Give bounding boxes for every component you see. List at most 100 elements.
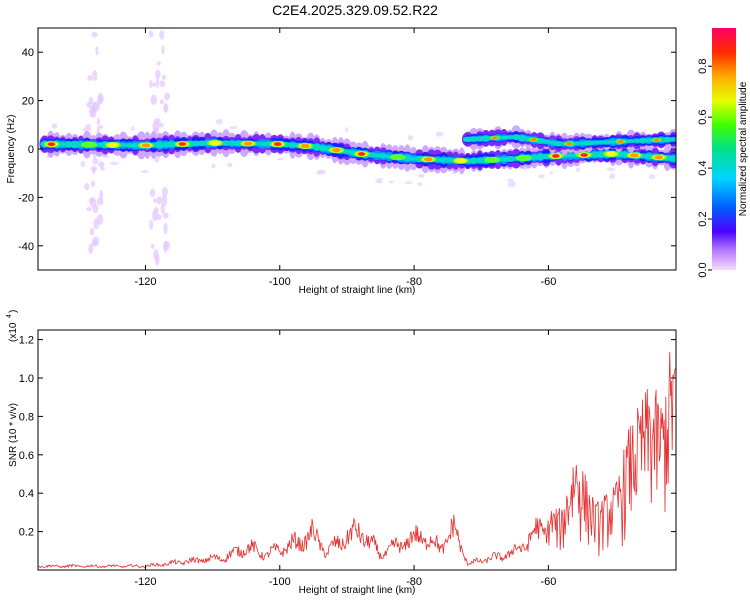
noise-speckle: [407, 135, 414, 141]
x-tick-label: -60: [540, 276, 556, 288]
ridge-peak: [331, 148, 341, 153]
noise-speckle: [96, 117, 100, 126]
noise-speckle: [86, 102, 92, 108]
noise-speckle: [84, 182, 90, 191]
snr-x-axis-label: Height of straight line (km): [299, 585, 416, 596]
noise-speckle: [435, 131, 444, 137]
ridge-peak: [654, 155, 664, 160]
ridge-peak: [106, 142, 119, 148]
ridge-peak: [209, 140, 222, 146]
ridge-peak: [81, 141, 98, 148]
noise-speckle: [153, 249, 159, 261]
noise-speckle: [99, 189, 104, 201]
x-tick-label: -80: [406, 276, 422, 288]
noise-speckle: [606, 167, 616, 171]
ridge-peak: [629, 153, 639, 158]
noise-speckle: [98, 161, 105, 168]
colorbar-tick-label: 0.4: [697, 160, 709, 175]
noise-speckle: [276, 157, 285, 161]
colorbar: 0.0 0.2 0.4 0.6 0.8 Normalized spectral ampl…: [697, 28, 749, 278]
colorbar-tick-label: 0.2: [697, 211, 709, 226]
noise-speckle: [159, 80, 166, 88]
noise-speckle: [101, 155, 110, 158]
snr-scale-base: (x10: [8, 322, 19, 342]
noise-speckle: [164, 92, 171, 101]
noise-speckle: [161, 186, 168, 197]
snr-chart: -120 -100 -80 -60 0.2 0.4 0.6 0.8 1.0 1.2 Height…: [6, 310, 677, 596]
y-tick-label: 20: [22, 96, 34, 108]
noise-speckle: [150, 94, 157, 106]
y-tick-label: 0.4: [19, 488, 34, 500]
spectrogram-chart: -120 -100 -80 -60 -40 -20 0 20 40 Height of str…: [6, 27, 677, 296]
snr-scale-label: (x10 4 ): [6, 310, 19, 342]
noise-speckle: [161, 45, 165, 55]
y-tick-label: 40: [22, 47, 34, 59]
snr-y-axis-label: SNR (10 * v/v): [8, 403, 19, 467]
noise-speckle: [130, 126, 135, 131]
noise-speckle: [91, 31, 98, 38]
noise-speckle: [91, 180, 96, 188]
y-tick-label: -40: [18, 241, 34, 253]
noise-speckle: [159, 30, 165, 40]
snr-series-line: [38, 351, 676, 569]
noise-speckle: [153, 118, 161, 125]
ridge-peak: [515, 154, 532, 162]
ridge-peak: [48, 142, 55, 146]
noise-speckle: [148, 30, 154, 38]
noise-speckle: [92, 236, 100, 247]
ridge-peak: [653, 138, 660, 142]
ridge-band: [669, 155, 676, 162]
noise-speckle: [153, 206, 159, 215]
ridge-peak: [617, 140, 624, 144]
snr-scale-close: ): [8, 310, 19, 313]
y-tick-label: 1.2: [19, 335, 34, 347]
chart-title: C2E4.2025.329.09.52.R22: [272, 2, 438, 18]
noise-speckle: [87, 74, 93, 81]
noise-speckle: [162, 212, 169, 219]
ridge-band: [69, 141, 81, 148]
noise-speckle: [92, 158, 99, 165]
noise-speckle: [149, 79, 153, 88]
noise-speckle: [92, 70, 98, 81]
x-tick-label: -60: [540, 576, 556, 588]
noise-speckle: [215, 118, 223, 125]
noise-speckle: [95, 46, 99, 56]
ridge-peak: [605, 151, 618, 157]
colorbar-gradient: [712, 28, 736, 270]
noise-speckle: [648, 174, 656, 180]
noise-speckle: [86, 207, 92, 212]
ridge-peak: [552, 154, 560, 158]
y-tick-label: 0.6: [19, 450, 34, 462]
noise-speckle: [82, 127, 88, 132]
snr-scale-exponent: 4: [6, 314, 13, 318]
noise-speckle: [211, 163, 216, 169]
noise-speckle: [451, 171, 456, 175]
noise-speckle: [388, 180, 394, 184]
noise-speckle: [156, 76, 160, 89]
noise-speckle: [109, 161, 119, 166]
ridge-peak: [243, 141, 253, 146]
ridge-peak: [454, 158, 467, 164]
colorbar-label: Normalized spectral amplitude: [738, 81, 749, 216]
colorbar-tick-label: 0.6: [697, 110, 709, 125]
noise-speckle: [549, 171, 554, 175]
y-tick-label: 1.0: [19, 373, 34, 385]
ridge-peak: [423, 157, 433, 162]
noise-speckle: [163, 103, 169, 112]
noise-speckle: [88, 243, 94, 255]
ridge-peak: [580, 153, 588, 157]
y-tick-label: 0.2: [19, 527, 34, 539]
noise-speckle: [100, 166, 105, 171]
noise-speckle: [152, 82, 157, 88]
noise-speckle: [153, 197, 157, 204]
noise-speckle: [156, 196, 163, 205]
noise-speckle: [609, 173, 616, 180]
noise-speckle: [229, 126, 238, 130]
x-tick-label: -120: [134, 276, 156, 288]
y-tick-label: 0.8: [19, 411, 34, 423]
noise-speckle: [507, 181, 516, 188]
noise-speckle: [92, 167, 96, 175]
ridge-peak: [565, 142, 572, 146]
noise-speckle: [93, 218, 100, 230]
ridge-band: [154, 141, 165, 149]
